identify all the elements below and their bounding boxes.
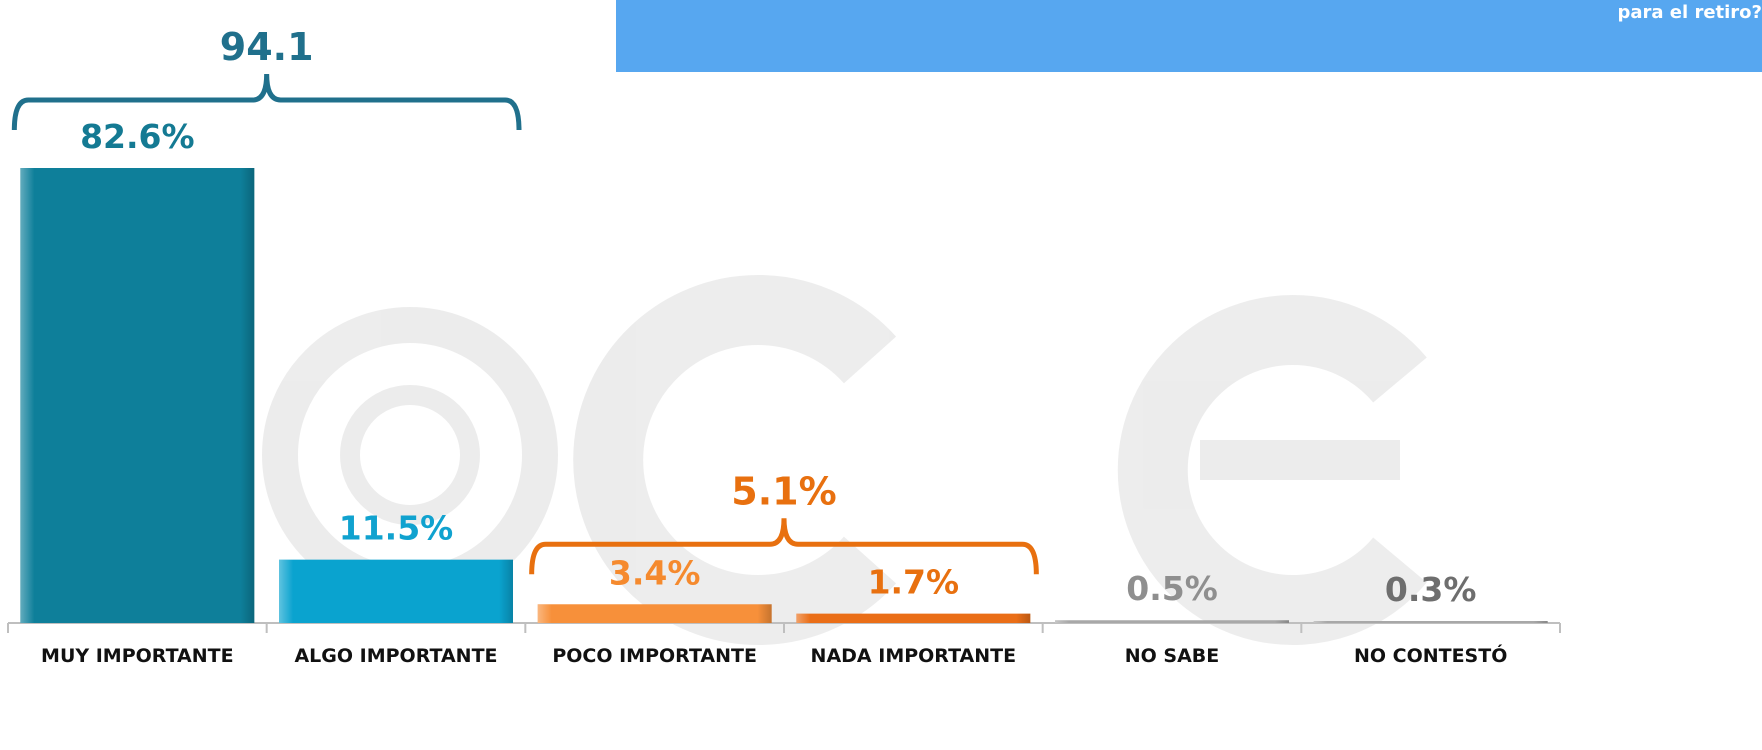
category-label-0: MUY IMPORTANTE	[41, 645, 234, 667]
value-labels-layer: 82.6% 11.5% 3.4% 1.7% 0.5% 0.3%	[80, 117, 1476, 609]
group-label-1: 5.1%	[731, 469, 836, 513]
chart-title: para el retiro?	[1617, 2, 1762, 23]
bar-bevel-0	[20, 168, 255, 623]
bar-bevel-2	[537, 604, 772, 623]
value-label-1: 11.5%	[339, 509, 454, 548]
value-label-4: 0.5%	[1126, 569, 1218, 608]
bars-layer	[20, 168, 1548, 623]
value-label-0: 82.6%	[80, 117, 195, 156]
value-label-5: 0.3%	[1385, 570, 1477, 609]
category-label-2: POCO IMPORTANTE	[552, 645, 757, 667]
bar-bevel-5	[1313, 621, 1548, 623]
bar-bevel-1	[279, 559, 513, 623]
group-label-0: 94.1	[220, 25, 314, 69]
bar-bevel-3	[796, 613, 1031, 623]
title-box: para el retiro?	[616, 0, 1762, 72]
group-bracket-0	[11, 73, 522, 131]
value-label-2: 3.4%	[609, 553, 701, 592]
category-label-5: NO CONTESTÓ	[1354, 643, 1507, 667]
value-label-3: 1.7%	[868, 563, 960, 602]
category-label-3: NADA IMPORTANTE	[811, 645, 1017, 667]
category-labels-layer: MUY IMPORTANTE ALGO IMPORTANTE POCO IMPORT…	[41, 643, 1507, 667]
category-label-4: NO SABE	[1125, 645, 1220, 667]
category-label-1: ALGO IMPORTANTE	[294, 645, 497, 667]
bar-bevel-4	[1055, 620, 1289, 623]
x-axis	[7, 622, 1561, 633]
